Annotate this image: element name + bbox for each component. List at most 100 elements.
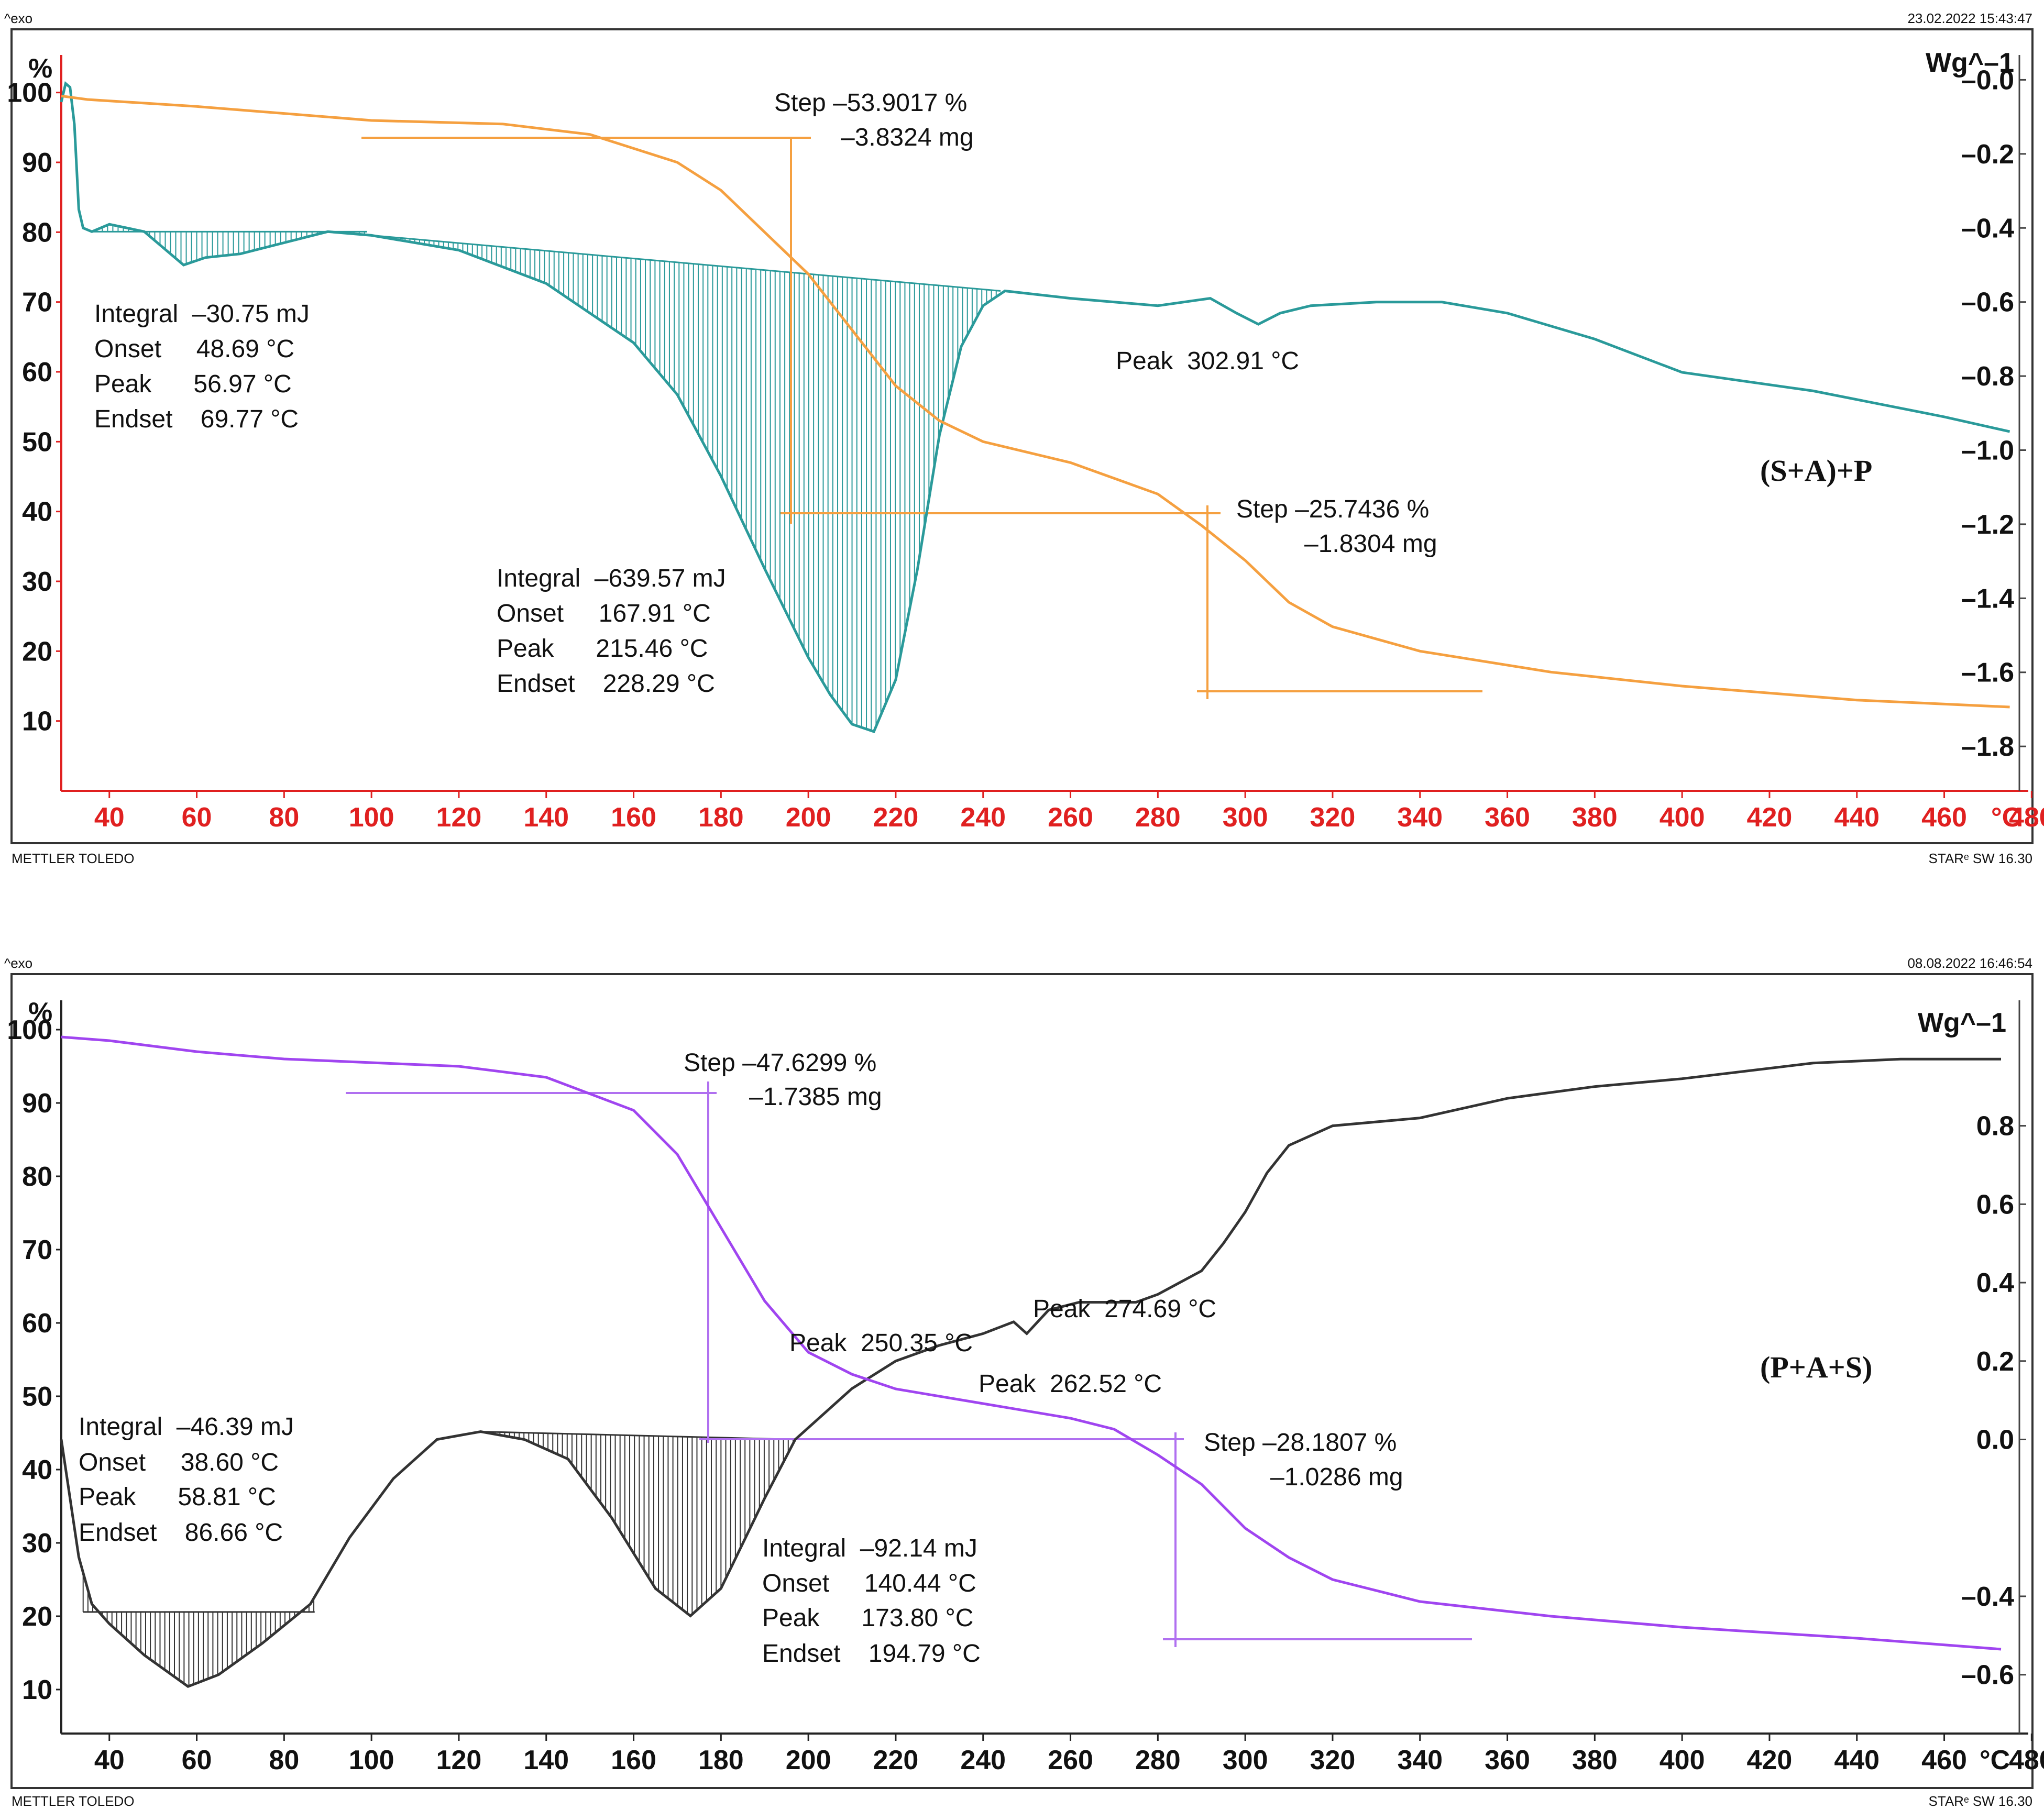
y-right-tick-label: –0.4 xyxy=(1961,1582,2014,1612)
peak2-onset: Onset 140.44 °C xyxy=(762,1570,976,1597)
peak1-integral: Integral –30.75 mJ xyxy=(94,300,310,328)
x-tick-label: 200 xyxy=(786,802,831,833)
y-right-tick-label: –1.4 xyxy=(1961,583,2014,614)
y-left-tick-label: 80 xyxy=(22,217,52,248)
x-tick-label: 60 xyxy=(182,1745,212,1775)
peak2-onset: Onset 167.91 °C xyxy=(497,600,711,627)
chart-panel-2: ^exo 08.08.2022 16:46:54 % Wg^–1 °C 40 60… xyxy=(0,943,2044,1810)
peak1-integral: Integral –46.39 mJ xyxy=(79,1413,294,1441)
y-left-tick-label: 100 xyxy=(7,78,52,108)
y-right-unit: Wg^–1 xyxy=(1918,1008,2006,1038)
y-left-tick-label: 30 xyxy=(22,567,52,597)
step2-line2: –1.0286 mg xyxy=(1270,1463,1403,1491)
peak1-endset: Endset 86.66 °C xyxy=(79,1519,283,1547)
y-right-tick-label: –0.8 xyxy=(1961,361,2014,392)
footer-software: STARᵉ SW 16.30 xyxy=(1929,1793,2032,1809)
y-left-tick-label: 10 xyxy=(22,707,52,737)
integration-baseline xyxy=(371,234,1001,292)
y-left-unit: % xyxy=(28,53,52,84)
y-right-tick-label: –0.0 xyxy=(1961,65,2014,95)
x-tick-label: 260 xyxy=(1048,802,1093,833)
peak4-label: Peak 250.35 °C xyxy=(789,1329,973,1357)
x-tick-label: 240 xyxy=(960,1745,1006,1775)
x-tick-label: 400 xyxy=(1660,1745,1705,1775)
x-tick-label: 420 xyxy=(1747,1745,1793,1775)
x-tick-label: 400 xyxy=(1660,802,1705,833)
y-right-tick-label: 0.8 xyxy=(1976,1111,2014,1142)
sample-label: (S+A)+P xyxy=(1760,454,1872,488)
x-tick-label: 40 xyxy=(94,802,125,833)
step-marker-group xyxy=(346,1081,1472,1647)
x-tick-label: 300 xyxy=(1223,1745,1268,1775)
x-unit: °C xyxy=(1980,1745,2010,1775)
x-tick-label: 40 xyxy=(94,1745,125,1775)
x-tick-label: 380 xyxy=(1572,1745,1618,1775)
x-tick-label: 180 xyxy=(698,1745,744,1775)
peak1-onset: Onset 48.69 °C xyxy=(94,335,294,363)
y-left-tick-label: 70 xyxy=(22,288,52,318)
peak2-integral: Integral –639.57 mJ xyxy=(497,565,726,592)
step2-line1: Step –28.1807 % xyxy=(1204,1429,1397,1456)
peak2-integral: Integral –92.14 mJ xyxy=(762,1535,977,1562)
sample-label: (P+A+S) xyxy=(1760,1350,1872,1384)
peak1-onset: Onset 38.60 °C xyxy=(79,1449,279,1476)
x-tick-label: 480 xyxy=(2009,1745,2044,1775)
x-tick-label: 200 xyxy=(786,1745,831,1775)
x-tick-label: 340 xyxy=(1397,1745,1443,1775)
peak1-endset: Endset 69.77 °C xyxy=(94,405,299,433)
x-tick-label: 260 xyxy=(1048,1745,1093,1775)
y-left-tick-label: 100 xyxy=(7,1015,52,1045)
dsc-curve xyxy=(60,81,2010,734)
y-left-tick-label: 30 xyxy=(22,1528,52,1559)
timestamp: 23.02.2022 15:43:47 xyxy=(1907,10,2032,26)
x-tick-group: 40 60 80 100 120 140 160 180 200 220 240 260 280 300 3… xyxy=(94,1734,2044,1775)
x-tick-label: 100 xyxy=(349,802,394,833)
y-right-tick-label: 0.2 xyxy=(1976,1347,2014,1377)
step1-line2: –3.8324 mg xyxy=(841,124,974,151)
y-right-tick-label: –0.2 xyxy=(1961,139,2014,170)
x-tick-label: 460 xyxy=(1921,1745,1967,1775)
x-tick-label: 440 xyxy=(1834,1745,1880,1775)
peak1-peak: Peak 56.97 °C xyxy=(94,370,292,398)
x-tick-label: 360 xyxy=(1485,802,1530,833)
x-tick-label: 320 xyxy=(1310,802,1356,833)
peak2-endset: Endset 228.29 °C xyxy=(497,670,715,698)
outer-frame xyxy=(10,973,2034,1789)
y-left-tick-label: 40 xyxy=(22,497,52,527)
tga-curve xyxy=(61,1035,2002,1651)
chart-svg-1: ^exo 23.02.2022 15:43:47 % Wg^–1 °C 40 60… xyxy=(4,10,2044,866)
y-right-tick-label: –0.6 xyxy=(1961,1660,2014,1691)
integration-hatch-group xyxy=(82,1431,796,1686)
outer-frame xyxy=(10,28,2034,844)
x-unit: °C xyxy=(1991,802,2021,833)
x-tick-label: 340 xyxy=(1397,802,1443,833)
exo-label: ^exo xyxy=(4,955,32,971)
y-left-tick-label: 40 xyxy=(22,1455,52,1485)
peak2-peak: Peak 215.46 °C xyxy=(497,635,708,663)
step2-line2: –1.8304 mg xyxy=(1304,530,1437,558)
step1-line1: Step –53.9017 % xyxy=(774,89,967,117)
x-tick-label: 180 xyxy=(698,802,744,833)
x-tick-label: 220 xyxy=(873,802,919,833)
x-tick-label: 140 xyxy=(523,802,569,833)
y-right-tick-label: 0.6 xyxy=(1976,1189,2014,1220)
y-right-tick-label: –1.6 xyxy=(1961,658,2014,688)
x-tick-label: 60 xyxy=(182,802,212,833)
chart-svg-2: ^exo 08.08.2022 16:46:54 % Wg^–1 °C 40 60… xyxy=(4,955,2044,1809)
x-tick-label: 440 xyxy=(1834,802,1880,833)
y-left-tick-label: 60 xyxy=(22,1308,52,1339)
chart-panel-1: ^exo 23.02.2022 15:43:47 % Wg^–1 °C 40 60… xyxy=(0,0,2044,880)
peak5-label: Peak 262.52 °C xyxy=(979,1370,1162,1398)
x-tick-label: 380 xyxy=(1572,802,1618,833)
peak1-peak: Peak 58.81 °C xyxy=(79,1483,276,1511)
x-tick-label: 140 xyxy=(523,1745,569,1775)
y-right-tick-label: 0.4 xyxy=(1976,1268,2014,1298)
footer-brand: METTLER TOLEDO xyxy=(12,1793,135,1809)
y-left-tick-label: 70 xyxy=(22,1235,52,1265)
y-right-tick-label: –1.2 xyxy=(1961,510,2014,540)
x-tick-label: 160 xyxy=(611,1745,656,1775)
y-right-unit: Wg^–1 xyxy=(1926,48,2014,78)
y-left-tick-label: 20 xyxy=(22,1602,52,1632)
tga-curve xyxy=(61,94,2010,709)
y-left-tick-label: 20 xyxy=(22,636,52,667)
